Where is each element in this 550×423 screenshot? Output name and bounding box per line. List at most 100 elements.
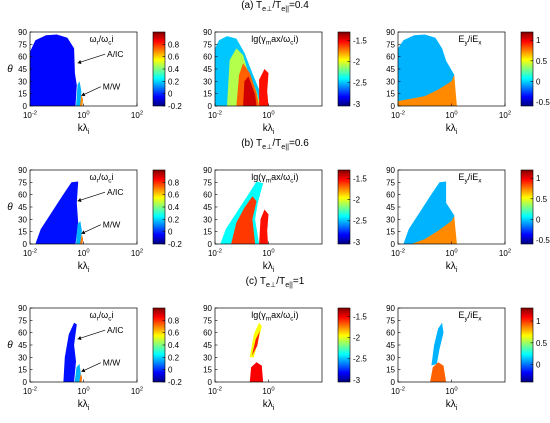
y-tick-label: 45 — [203, 341, 212, 350]
y-tick-label: 45 — [203, 203, 212, 212]
colorbar-tick-label: 0 — [168, 228, 173, 237]
colorbar-tick-label: 0.8 — [168, 178, 180, 187]
x-tick-label: 102 — [499, 248, 511, 258]
panel-b1: 0 15 30 45 60 75 90 10-2 100 102 kλi θ ωr/ωci A/IC M/W… — [7, 166, 182, 274]
x-axis-label: kλi — [78, 399, 90, 412]
colorbar — [337, 169, 351, 245]
colorbar-tick-label: 0.4 — [168, 203, 180, 212]
y-axis-label: θ — [7, 202, 13, 213]
colorbar-tick-label: 0.6 — [168, 191, 180, 200]
region-0 — [30, 34, 77, 106]
region-2 — [79, 373, 83, 382]
y-tick-label: 0 — [208, 102, 213, 111]
colorbar-tick-label: -0.2 — [168, 102, 182, 111]
colorbar-tick-label: 1 — [536, 174, 541, 183]
region-2 — [80, 234, 83, 244]
region-1 — [231, 196, 257, 244]
annotation-arrow — [81, 86, 101, 96]
annotation-arrowhead — [81, 230, 86, 235]
y-tick-label: 0 — [391, 378, 396, 387]
colorbar-tick-label: 0.8 — [168, 316, 180, 325]
panel-c2: 0 15 30 45 60 75 90 10-2 100 kλi lg(γmax/ωci) -3 -2.… — [203, 304, 367, 412]
colorbar-tick-label: -2 — [353, 196, 361, 205]
x-tick-label: 100 — [262, 110, 274, 120]
colorbar-tick-label: 0.4 — [168, 65, 180, 74]
y-tick-label: 75 — [386, 316, 395, 325]
x-axis-label: kλi — [78, 261, 90, 274]
panel-a3: 0 15 30 45 60 75 90 10-2 100 102 kλi Ey/iEx -0.5 0 0.5… — [386, 28, 550, 136]
x-tick-label: 10-2 — [23, 248, 37, 258]
y-tick-label: 90 — [203, 304, 212, 313]
region-1 — [430, 362, 447, 382]
y-tick-label: 30 — [18, 215, 27, 224]
x-tick-label: 10-2 — [23, 110, 37, 120]
y-tick-label: 90 — [18, 304, 27, 313]
panel-b2: 0 15 30 45 60 75 90 10-2 100 kλi lg(γmax/ωci) -3 -2.… — [203, 166, 367, 274]
x-tick-label: 100 — [77, 386, 89, 396]
annotation-label: A/IC — [107, 49, 124, 59]
x-tick-label: 102 — [131, 386, 143, 396]
region-2 — [80, 94, 83, 106]
panel-quantity-label: lg(γmax/ωci) — [251, 34, 298, 47]
x-tick-label: 100 — [445, 110, 457, 120]
y-tick-label: 75 — [18, 178, 27, 187]
region-1 — [76, 221, 82, 244]
y-tick-label: 15 — [203, 90, 212, 99]
region-0 — [35, 181, 79, 244]
y-tick-label: 30 — [203, 77, 212, 86]
y-tick-label: 45 — [386, 203, 395, 212]
colorbar — [520, 307, 534, 383]
region-0 — [63, 322, 77, 382]
colorbar-tick-label: 0.5 — [536, 57, 548, 66]
colorbar — [337, 307, 351, 383]
y-tick-label: 90 — [386, 166, 395, 175]
annotation-arrow — [77, 191, 106, 202]
y-tick-label: 15 — [386, 366, 395, 375]
colorbar-tick-label: 0.4 — [168, 341, 180, 350]
y-tick-label: 30 — [18, 77, 27, 86]
y-tick-label: 45 — [386, 65, 395, 74]
y-tick-label: 15 — [18, 228, 27, 237]
y-tick-label: 75 — [386, 40, 395, 49]
x-tick-label: 102 — [131, 110, 143, 120]
x-tick-label: 10-2 — [391, 110, 405, 120]
x-tick-label: 10-2 — [208, 110, 222, 120]
annotation-arrowhead — [77, 336, 82, 340]
y-tick-label: 75 — [18, 40, 27, 49]
x-tick-label: 100 — [445, 248, 457, 258]
colorbar-tick-label: 0 — [536, 361, 541, 370]
y-tick-label: 45 — [18, 341, 27, 350]
panel-quantity-label: lg(γmax/ωci) — [251, 172, 298, 185]
y-tick-label: 45 — [18, 203, 27, 212]
annotation-label: M/W — [103, 358, 120, 368]
x-axis-label: kλi — [446, 399, 458, 412]
x-axis-label: kλi — [263, 123, 275, 136]
x-tick-label: 102 — [131, 248, 143, 258]
colorbar-tick-label: -2 — [353, 334, 361, 343]
colorbar-tick-label: 0.2 — [168, 215, 180, 224]
y-tick-label: 75 — [386, 178, 395, 187]
y-tick-label: 60 — [18, 329, 27, 338]
region-1 — [398, 74, 457, 106]
y-tick-label: 30 — [386, 353, 395, 362]
y-tick-label: 45 — [386, 341, 395, 350]
annotation-label: A/IC — [107, 187, 124, 197]
panel-quantity-label: Ey/iEx — [458, 172, 482, 185]
colorbar — [520, 169, 534, 245]
y-tick-label: 15 — [203, 366, 212, 375]
annotation-arrow — [77, 53, 106, 64]
annotation-arrowhead — [81, 368, 86, 373]
y-tick-label: 0 — [23, 378, 28, 387]
colorbar-tick-label: -2.5 — [353, 217, 367, 226]
y-tick-label: 0 — [391, 240, 396, 249]
x-axis-label: kλi — [446, 261, 458, 274]
panel-quantity-label: lg(γmax/ωci) — [251, 310, 298, 323]
colorbar-tick-label: 0.2 — [168, 77, 180, 86]
colorbar-tick-label: -0.2 — [168, 378, 182, 387]
y-tick-label: 30 — [386, 77, 395, 86]
y-tick-label: 60 — [203, 53, 212, 62]
region-1 — [411, 216, 457, 244]
panel-b3: 0 15 30 45 60 75 90 10-2 100 102 kλi Ey/iEx -0.5 0 0.5… — [386, 166, 550, 274]
panel-quantity-label: ωr/ωci — [89, 34, 113, 47]
